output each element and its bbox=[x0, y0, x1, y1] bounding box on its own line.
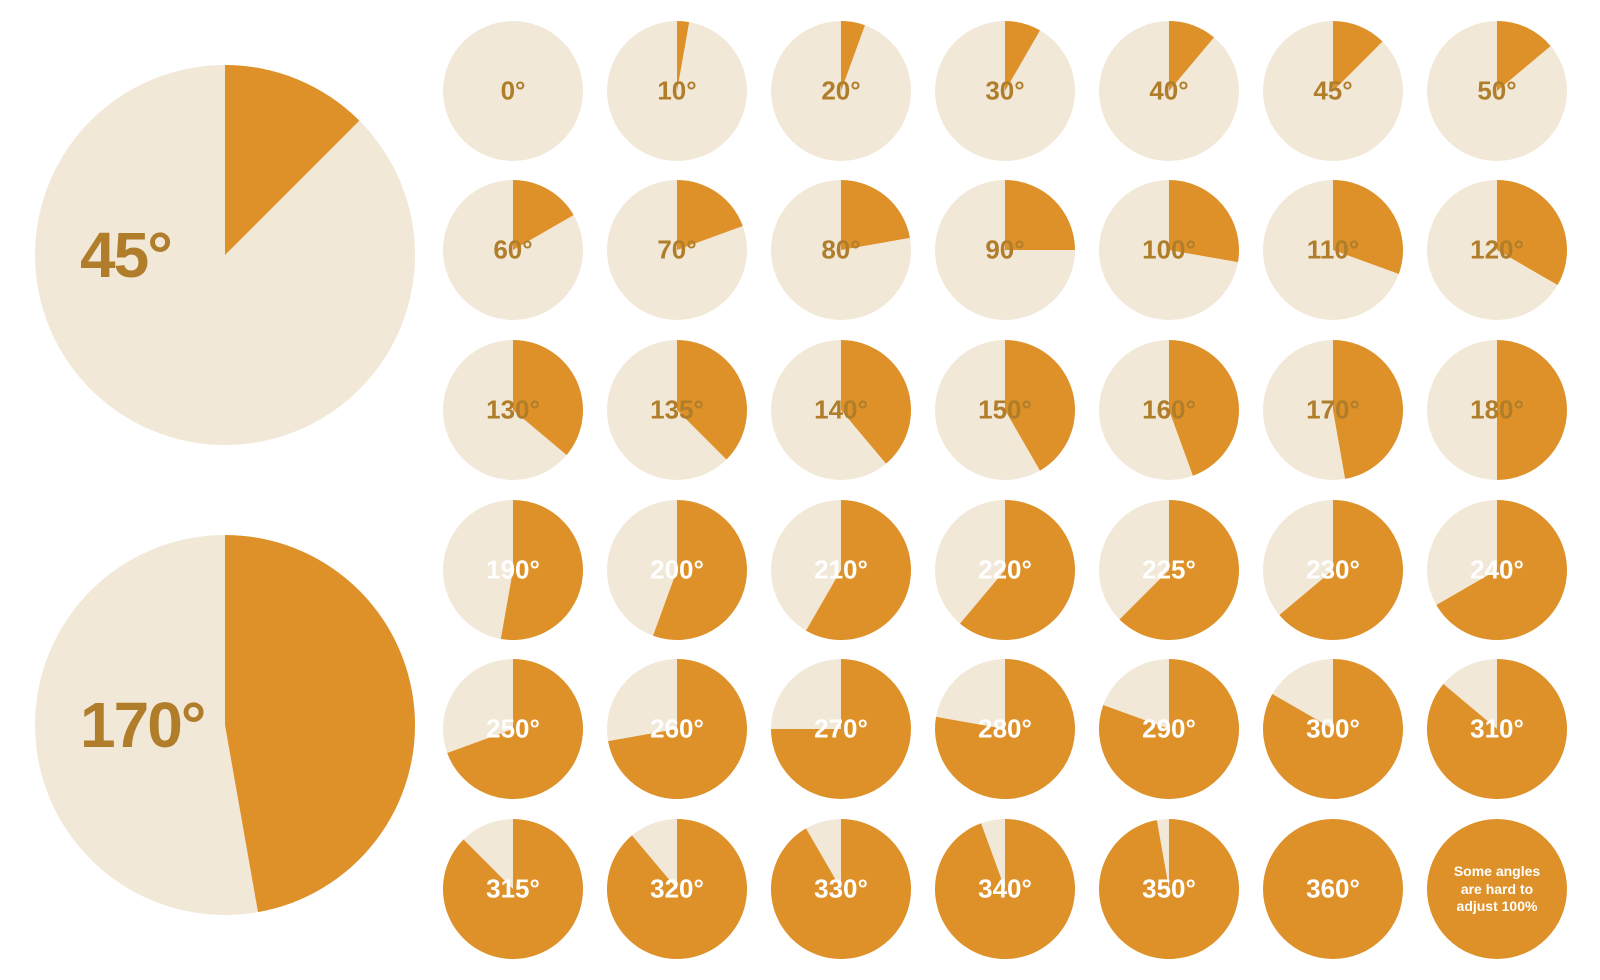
angle-pie-label: 50° bbox=[1477, 75, 1516, 106]
angle-pie-label: 220° bbox=[978, 554, 1032, 585]
angle-pie: 45° bbox=[1260, 20, 1406, 162]
angle-pie: 260° bbox=[604, 659, 750, 801]
featured-pie: 45° bbox=[35, 65, 415, 445]
angle-pie: 240° bbox=[1424, 499, 1570, 641]
angle-pie: 130° bbox=[440, 339, 586, 481]
angle-pie-label: 40° bbox=[1149, 75, 1188, 106]
angle-pie-label: 340° bbox=[978, 874, 1032, 905]
angle-pie: 340° bbox=[932, 818, 1078, 960]
angle-pie-label: 210° bbox=[814, 554, 868, 585]
angle-pie: 160° bbox=[1096, 339, 1242, 481]
angle-pie-label: 70° bbox=[657, 235, 696, 266]
angle-pie-label: 10° bbox=[657, 75, 696, 106]
angle-pie: 360° bbox=[1260, 818, 1406, 960]
angle-pie-label: 240° bbox=[1470, 554, 1524, 585]
angle-grid: 0° 10° 20° 30° 40° 45° 50° 60° 70° 80° 9… bbox=[430, 20, 1570, 960]
angle-pie-label: 360° bbox=[1306, 874, 1360, 905]
angle-pie: 300° bbox=[1260, 659, 1406, 801]
angle-pie: 270° bbox=[768, 659, 914, 801]
angle-pie-label: 130° bbox=[486, 395, 540, 426]
angle-pie-label: 280° bbox=[978, 714, 1032, 745]
angle-pie: 0° bbox=[440, 20, 586, 162]
featured-panel: 45° 170° bbox=[30, 20, 430, 960]
angle-pie: 50° bbox=[1424, 20, 1570, 162]
angle-pie-label: 320° bbox=[650, 874, 704, 905]
angle-pie-label: 270° bbox=[814, 714, 868, 745]
angle-pie-label: 80° bbox=[821, 235, 860, 266]
angle-pie: 190° bbox=[440, 499, 586, 641]
angle-pie: 70° bbox=[604, 180, 750, 322]
angle-pie: 40° bbox=[1096, 20, 1242, 162]
angle-pie: 250° bbox=[440, 659, 586, 801]
angle-pie: 310° bbox=[1424, 659, 1570, 801]
angle-pie: 200° bbox=[604, 499, 750, 641]
featured-pie-label: 170° bbox=[80, 688, 204, 762]
angle-pie: 315° bbox=[440, 818, 586, 960]
angle-pie: 290° bbox=[1096, 659, 1242, 801]
angle-pie: 170° bbox=[1260, 339, 1406, 481]
angle-pie-label: 250° bbox=[486, 714, 540, 745]
angle-pie-label: 160° bbox=[1142, 395, 1196, 426]
angle-pie: 150° bbox=[932, 339, 1078, 481]
angle-pie: 230° bbox=[1260, 499, 1406, 641]
angle-pie-note: Some angles are hard to adjust 100% bbox=[1447, 863, 1547, 916]
angle-pie-label: 180° bbox=[1470, 395, 1524, 426]
angle-pie: 110° bbox=[1260, 180, 1406, 322]
angle-pie: 90° bbox=[932, 180, 1078, 322]
chart-container: 45° 170° 0° 10° 20° 30° 40° 45° 50° 60° … bbox=[0, 0, 1600, 980]
angle-pie-label: 350° bbox=[1142, 874, 1196, 905]
angle-pie: 280° bbox=[932, 659, 1078, 801]
angle-pie: 140° bbox=[768, 339, 914, 481]
angle-pie-label: 90° bbox=[985, 235, 1024, 266]
angle-pie-label: 100° bbox=[1142, 235, 1196, 266]
angle-pie-label: 120° bbox=[1470, 235, 1524, 266]
angle-pie: 10° bbox=[604, 20, 750, 162]
angle-pie-label: 310° bbox=[1470, 714, 1524, 745]
angle-pie: 220° bbox=[932, 499, 1078, 641]
angle-pie-label: 225° bbox=[1142, 554, 1196, 585]
angle-pie: 225° bbox=[1096, 499, 1242, 641]
angle-pie: 135° bbox=[604, 339, 750, 481]
angle-pie-label: 135° bbox=[650, 395, 704, 426]
angle-pie: 180° bbox=[1424, 339, 1570, 481]
angle-pie-label: 0° bbox=[501, 75, 526, 106]
angle-pie: 210° bbox=[768, 499, 914, 641]
angle-pie: 20° bbox=[768, 20, 914, 162]
angle-pie: 350° bbox=[1096, 818, 1242, 960]
angle-pie-label: 140° bbox=[814, 395, 868, 426]
angle-pie-label: 300° bbox=[1306, 714, 1360, 745]
angle-pie-label: 60° bbox=[493, 235, 532, 266]
angle-pie-label: 200° bbox=[650, 554, 704, 585]
angle-pie-label: 330° bbox=[814, 874, 868, 905]
angle-pie-label: 150° bbox=[978, 395, 1032, 426]
angle-pie-label: 290° bbox=[1142, 714, 1196, 745]
angle-pie: 320° bbox=[604, 818, 750, 960]
featured-pie-label: 45° bbox=[80, 218, 171, 292]
angle-pie-label: 20° bbox=[821, 75, 860, 106]
angle-pie-label: 110° bbox=[1307, 235, 1359, 266]
angle-pie-label: 190° bbox=[486, 554, 540, 585]
angle-pie: 330° bbox=[768, 818, 914, 960]
angle-pie-label: 315° bbox=[486, 874, 540, 905]
angle-pie-label: 170° bbox=[1306, 395, 1360, 426]
angle-pie-label: 260° bbox=[650, 714, 704, 745]
angle-pie-label: 30° bbox=[985, 75, 1024, 106]
angle-pie: 30° bbox=[932, 20, 1078, 162]
angle-pie: 80° bbox=[768, 180, 914, 322]
angle-pie-label: 45° bbox=[1313, 75, 1352, 106]
angle-pie-label: 230° bbox=[1306, 554, 1360, 585]
angle-pie: 60° bbox=[440, 180, 586, 322]
featured-pie: 170° bbox=[35, 535, 415, 915]
angle-pie: Some angles are hard to adjust 100% bbox=[1424, 818, 1570, 960]
angle-pie: 100° bbox=[1096, 180, 1242, 322]
angle-pie: 120° bbox=[1424, 180, 1570, 322]
